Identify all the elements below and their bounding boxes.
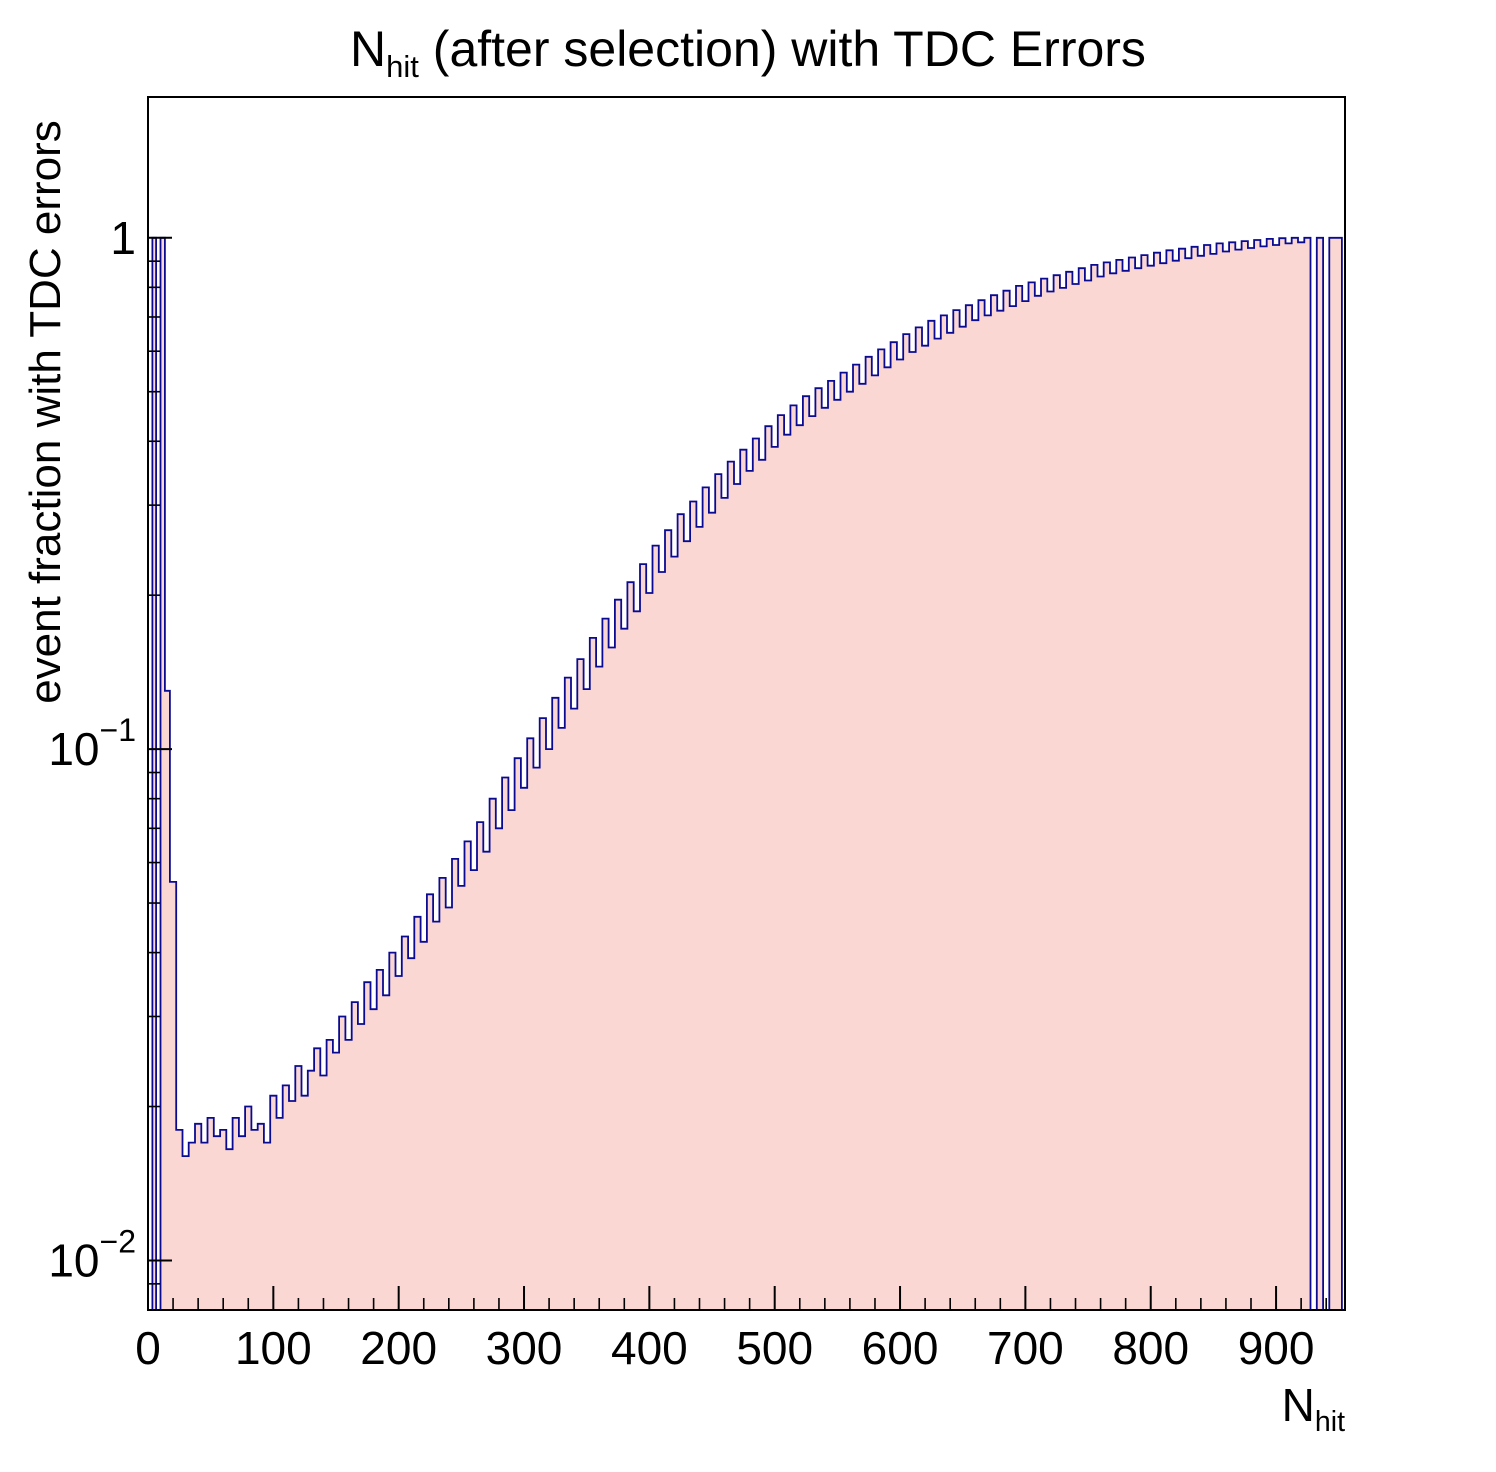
histogram-fill bbox=[148, 237, 1342, 1310]
x-tick-label: 600 bbox=[862, 1322, 939, 1374]
y-tick-label: 10−1 bbox=[48, 712, 136, 775]
chart-title: Nhit (after selection) with TDC Errors bbox=[0, 20, 1496, 85]
plot-frame bbox=[147, 96, 1346, 1311]
x-tick-label: 200 bbox=[360, 1322, 437, 1374]
x-tick-label: 400 bbox=[611, 1322, 688, 1374]
x-axis-title-subscript: hit bbox=[1314, 1406, 1345, 1439]
x-tick-label: 800 bbox=[1112, 1322, 1189, 1374]
x-tick-label: 900 bbox=[1238, 1322, 1315, 1374]
x-tick-label: 500 bbox=[736, 1322, 813, 1374]
x-axis-title-prefix: N bbox=[1281, 1379, 1315, 1431]
x-tick-label: 0 bbox=[135, 1322, 161, 1374]
chart-title-rest: (after selection) with TDC Errors bbox=[418, 21, 1146, 77]
histogram-outline bbox=[148, 236, 1343, 1311]
chart-title-prefix: N bbox=[350, 21, 387, 77]
chart-title-subscript: hit bbox=[386, 49, 419, 84]
y-axis-title: event fraction with TDC errors bbox=[21, 120, 70, 704]
y-tick-label: 10−2 bbox=[48, 1223, 136, 1286]
x-tick-label: 100 bbox=[235, 1322, 312, 1374]
x-tick-label: 700 bbox=[987, 1322, 1064, 1374]
y-tick-label: 1 bbox=[110, 212, 136, 264]
x-tick-label: 300 bbox=[486, 1322, 563, 1374]
x-axis-title: Nhit bbox=[1282, 1378, 1345, 1439]
